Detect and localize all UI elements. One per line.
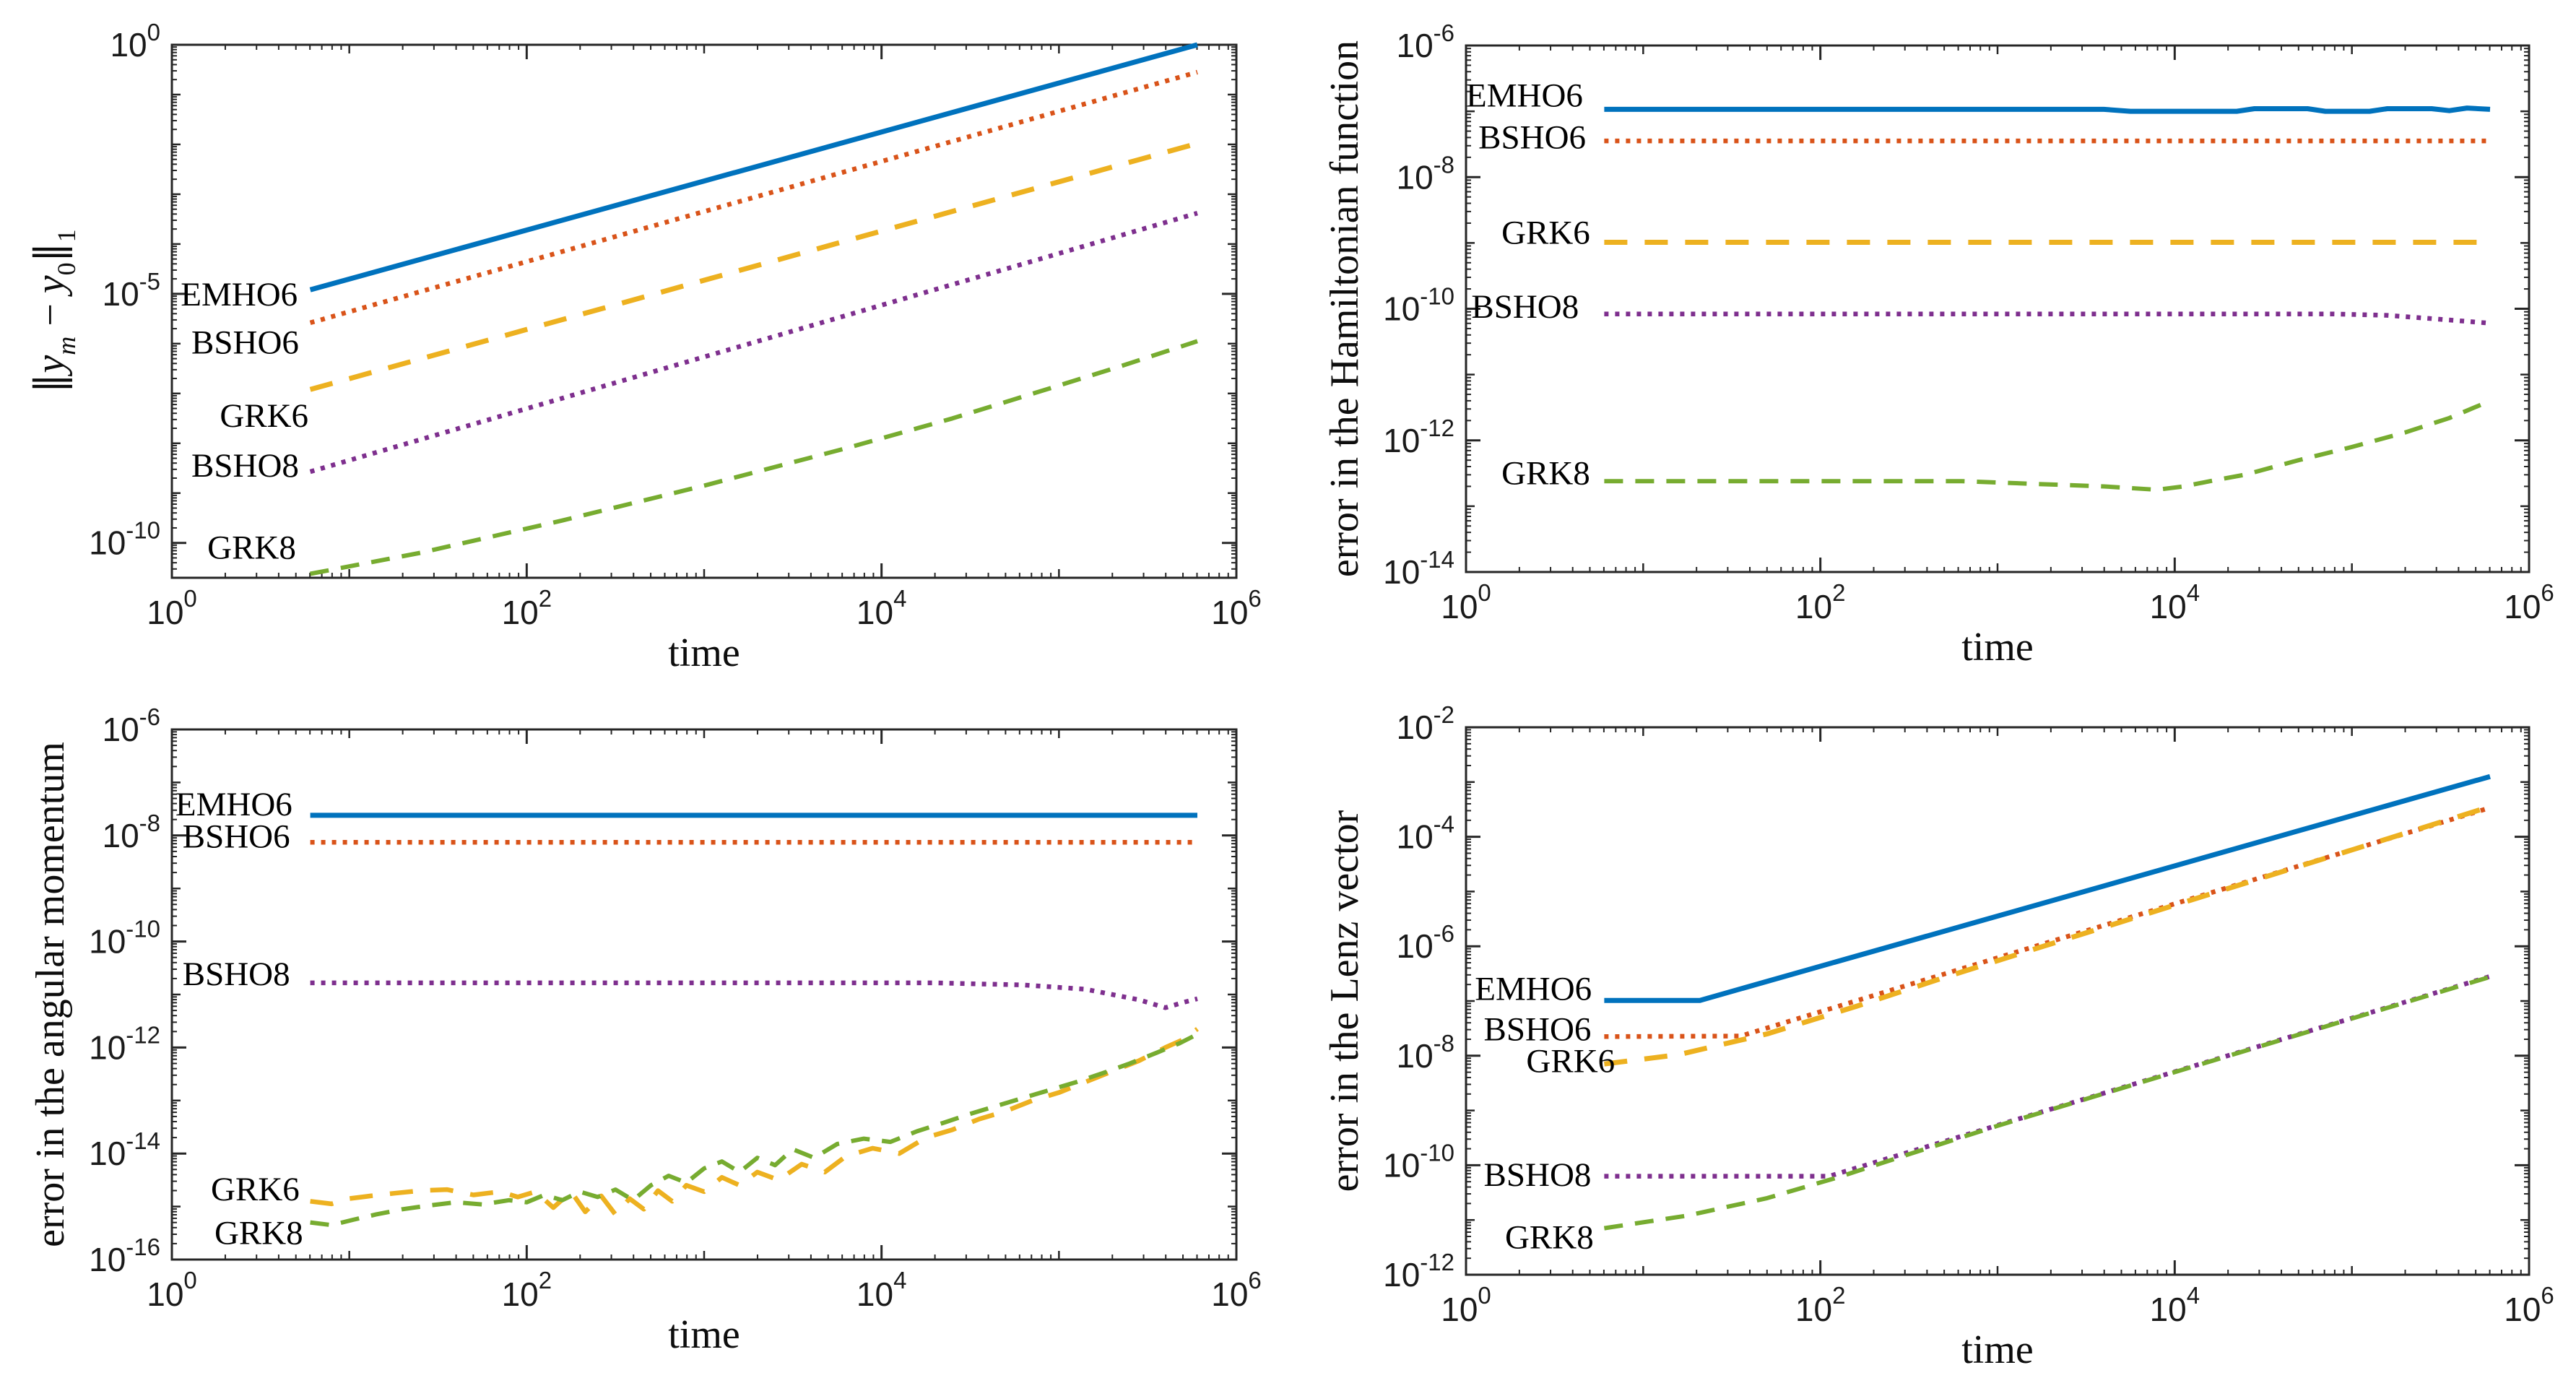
x-tick-label: 102 bbox=[502, 1267, 552, 1313]
y-tick-label: 10-10 bbox=[1383, 1139, 1454, 1184]
series-label-BSHO8: BSHO8 bbox=[1471, 288, 1579, 326]
series-GRK8 bbox=[310, 1032, 1199, 1228]
x-axis-label: time bbox=[1961, 1327, 2034, 1372]
y-axis-label: error in the Hamiltonian function bbox=[1322, 40, 1367, 577]
series-BSHO8 bbox=[1604, 974, 2491, 1179]
y-axis-label: ∥ym − y0∥1 bbox=[28, 229, 81, 393]
series-GRK8 bbox=[310, 339, 1198, 576]
y-tick-label: 10-12 bbox=[1383, 415, 1454, 459]
plot-hamiltonian-error: 100 102 104 106 10-14 10-12 10-10 10-8 10-6 EMHO6… bbox=[1322, 20, 2554, 670]
x-tick-label: 106 bbox=[2504, 1282, 2554, 1328]
series-BSHO6 bbox=[309, 69, 1198, 326]
x-tick-label: 102 bbox=[502, 585, 552, 631]
y-tick-label: 10-10 bbox=[89, 916, 160, 961]
x-axis-label: time bbox=[1961, 625, 2034, 670]
ticks bbox=[1465, 44, 2531, 573]
y-tick-label: 10-12 bbox=[1383, 1249, 1454, 1294]
y-tick-label: 10-2 bbox=[1396, 701, 1454, 746]
series-label-GRK6: GRK6 bbox=[1526, 1042, 1615, 1080]
series-EMHO6 bbox=[1604, 774, 2491, 1003]
series-GRK8 bbox=[1604, 399, 2492, 493]
x-tick-label: 100 bbox=[1441, 579, 1491, 625]
x-axis-label: time bbox=[668, 630, 740, 675]
series-label-GRK6: GRK6 bbox=[220, 397, 308, 435]
series-label-GRK6: GRK6 bbox=[211, 1171, 300, 1208]
x-tick-label: 106 bbox=[1211, 585, 1262, 631]
plot-state-error: 100 102 104 106 10-10 10-5 100 EMHO6 BSHO6 GRK6 BS… bbox=[28, 19, 1262, 675]
series-label-EMHO6: EMHO6 bbox=[175, 786, 292, 823]
axis-box bbox=[170, 43, 1238, 579]
y-tick-label: 10-4 bbox=[1396, 811, 1454, 856]
x-tick-label: 102 bbox=[1795, 1282, 1846, 1328]
y-tick-label: 10-6 bbox=[1396, 20, 1454, 64]
series-label-GRK8: GRK8 bbox=[214, 1214, 303, 1252]
ticks bbox=[170, 43, 1238, 578]
x-tick-label: 100 bbox=[1441, 1282, 1491, 1328]
y-tick-label: 10-14 bbox=[1383, 546, 1454, 591]
y-axis-label: error in the angular momentum bbox=[28, 742, 73, 1247]
series-label-BSHO8: BSHO8 bbox=[191, 447, 299, 485]
y-tick-label: 10-12 bbox=[89, 1021, 160, 1066]
series-label-BSHO6: BSHO6 bbox=[191, 324, 299, 361]
series-label-EMHO6: EMHO6 bbox=[181, 276, 298, 313]
ticks bbox=[1465, 726, 2531, 1276]
series-label-GRK8: GRK8 bbox=[207, 529, 296, 567]
series-BSHO8 bbox=[309, 210, 1198, 474]
series-label-BSHO6: BSHO6 bbox=[183, 818, 290, 855]
y-tick-label: 10-16 bbox=[89, 1234, 160, 1278]
y-tick-label: 10-10 bbox=[1383, 283, 1454, 328]
series-label-EMHO6: EMHO6 bbox=[1466, 77, 1583, 114]
y-tick-label: 100 bbox=[110, 19, 160, 64]
ticks bbox=[170, 728, 1238, 1261]
series-label-BSHO6: BSHO6 bbox=[1484, 1010, 1592, 1048]
series-BSHO8 bbox=[1604, 311, 2491, 326]
series-label-EMHO6: EMHO6 bbox=[1475, 970, 1592, 1008]
x-tick-label: 104 bbox=[2150, 1282, 2200, 1328]
y-tick-label: 10-6 bbox=[102, 703, 160, 748]
y-axis-label: error in the Lenz vector bbox=[1322, 810, 1367, 1192]
series-label-BSHO6: BSHO6 bbox=[1478, 119, 1586, 157]
series-GRK8 bbox=[1603, 974, 2491, 1231]
y-tick-label: 10-8 bbox=[1396, 151, 1454, 196]
y-tick-label: 10-10 bbox=[89, 517, 160, 562]
series-GRK6 bbox=[309, 141, 1198, 392]
y-tick-label: 10-8 bbox=[102, 810, 160, 854]
y-tick-label: 10-6 bbox=[1396, 920, 1454, 965]
y-tick-label: 10-14 bbox=[89, 1127, 160, 1172]
series-GRK6 bbox=[310, 1027, 1199, 1217]
x-tick-label: 100 bbox=[147, 1267, 197, 1313]
series-EMHO6 bbox=[1604, 105, 2491, 114]
x-tick-label: 104 bbox=[857, 1267, 907, 1313]
plot-angular-momentum-error: 100 102 104 106 10-16 10-14 10-12 10-10 10-8 10-6… bbox=[28, 703, 1262, 1357]
series-EMHO6 bbox=[309, 42, 1198, 292]
series-label-GRK8: GRK8 bbox=[1505, 1218, 1594, 1256]
series-label-GRK8: GRK8 bbox=[1501, 454, 1590, 492]
x-tick-label: 104 bbox=[857, 585, 907, 631]
x-tick-label: 106 bbox=[1211, 1267, 1262, 1313]
y-tick-label: 10-5 bbox=[102, 268, 160, 313]
x-tick-label: 102 bbox=[1795, 579, 1846, 625]
axis-box bbox=[170, 728, 1238, 1261]
series-GRK6 bbox=[1603, 804, 2492, 1067]
x-tick-label: 104 bbox=[2150, 579, 2200, 625]
series-BSHO6 bbox=[1604, 805, 2491, 1039]
x-tick-label: 100 bbox=[147, 585, 197, 631]
series-BSHO8 bbox=[310, 980, 1198, 1010]
y-tick-label: 10-8 bbox=[1396, 1030, 1454, 1075]
series-label-BSHO8: BSHO8 bbox=[183, 956, 290, 993]
series-label-GRK6: GRK6 bbox=[1501, 214, 1590, 252]
series-label-BSHO8: BSHO8 bbox=[1484, 1156, 1592, 1194]
x-tick-label: 106 bbox=[2504, 579, 2554, 625]
axis-box bbox=[1465, 44, 2531, 573]
x-axis-label: time bbox=[668, 1312, 740, 1357]
plot-lenz-vector-error: 100 102 104 106 10-12 10-10 10-8 10-6 10-4 10-2 EM… bbox=[1322, 701, 2554, 1372]
